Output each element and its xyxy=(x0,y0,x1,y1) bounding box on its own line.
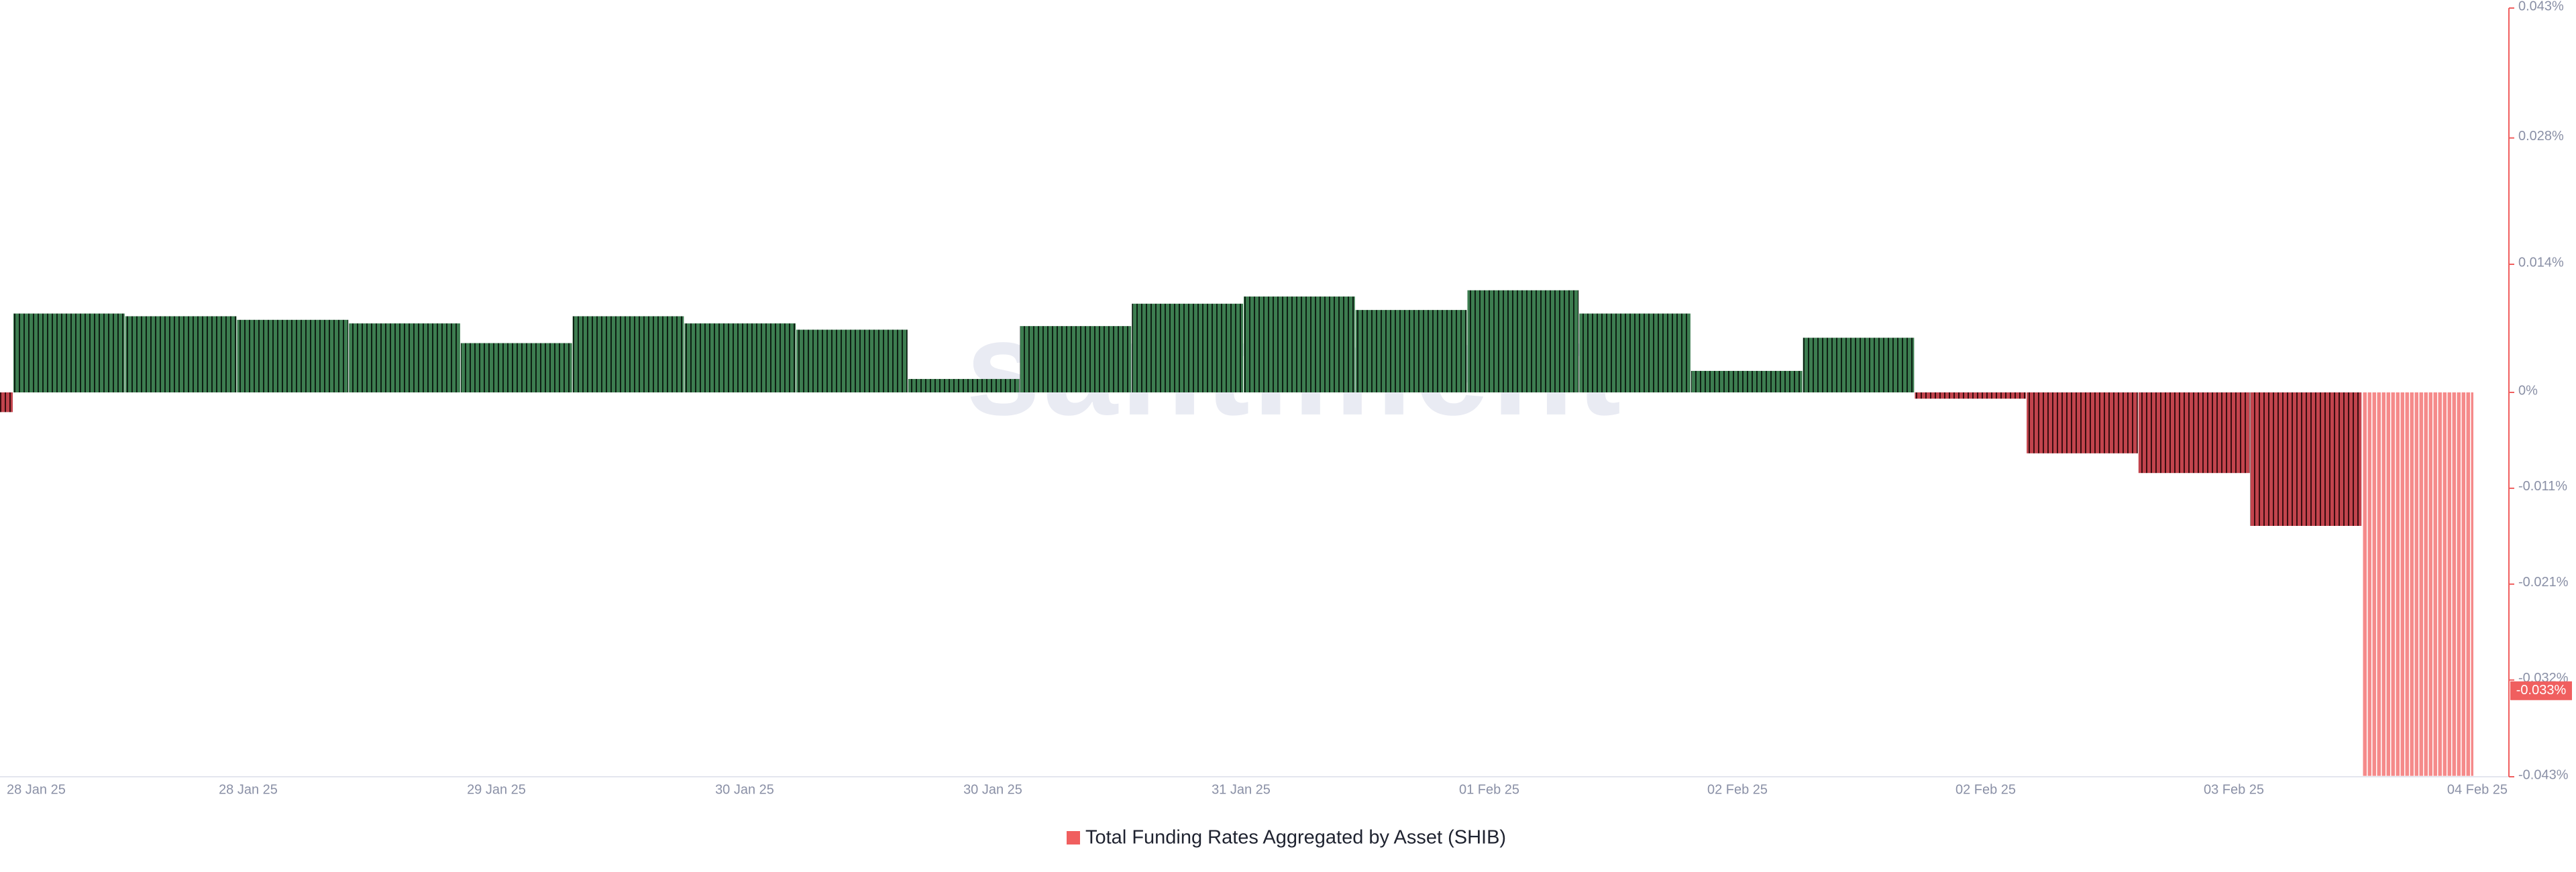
bar xyxy=(1803,337,1915,392)
y-tick-label: 0.014% xyxy=(2518,255,2564,270)
bar xyxy=(1355,310,1467,392)
bar xyxy=(908,378,1020,392)
x-tick-label: 03 Feb 25 xyxy=(2204,782,2264,797)
bar xyxy=(1915,392,2027,399)
bar xyxy=(2138,392,2250,474)
x-tick-label: 28 Jan 25 xyxy=(7,782,66,797)
x-tick-label: 28 Jan 25 xyxy=(219,782,278,797)
legend-swatch xyxy=(1067,831,1080,844)
bar xyxy=(2027,392,2138,453)
x-tick-label: 31 Jan 25 xyxy=(1212,782,1271,797)
bar xyxy=(1467,290,1579,392)
bar xyxy=(1579,313,1690,392)
bar xyxy=(349,323,460,392)
y-tick-label: -0.021% xyxy=(2518,575,2569,590)
bar xyxy=(1132,303,1243,392)
bar xyxy=(125,316,237,392)
bar xyxy=(13,313,125,392)
legend-label: Total Funding Rates Aggregated by Asset … xyxy=(1085,827,1506,849)
x-tick-label: 30 Jan 25 xyxy=(715,782,774,797)
bar xyxy=(460,343,572,392)
bar xyxy=(2362,392,2473,776)
bar xyxy=(0,392,13,413)
y-tick-label: 0.043% xyxy=(2518,0,2564,13)
bar xyxy=(796,329,908,392)
y-tick-label: -0.043% xyxy=(2518,767,2569,782)
bar xyxy=(2250,392,2362,527)
bar xyxy=(684,323,796,392)
current-value-badge xyxy=(2510,681,2572,700)
x-tick-label: 02 Feb 25 xyxy=(1707,782,1768,797)
y-tick-label: 0% xyxy=(2518,383,2538,398)
x-tick-label: 29 Jan 25 xyxy=(467,782,526,797)
x-tick-label: 30 Jan 25 xyxy=(963,782,1022,797)
bar xyxy=(237,319,349,392)
y-tick-label: 0.028% xyxy=(2518,129,2564,144)
bar xyxy=(1020,326,1132,392)
bar xyxy=(1690,370,1803,392)
bar xyxy=(572,316,684,392)
bar xyxy=(1244,296,1355,392)
x-tick-label: 01 Feb 25 xyxy=(1459,782,1519,797)
current-value-label: -0.033% xyxy=(2516,683,2567,698)
x-tick-label: 04 Feb 25 xyxy=(2447,782,2508,797)
y-tick-label: -0.011% xyxy=(2518,479,2567,494)
x-tick-label: 02 Feb 25 xyxy=(1955,782,2016,797)
